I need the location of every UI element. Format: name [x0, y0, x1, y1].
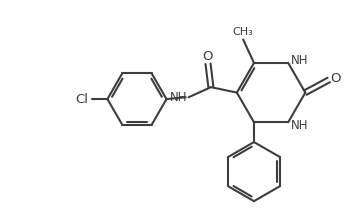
Text: O: O: [202, 50, 212, 63]
Text: NH: NH: [170, 92, 187, 104]
Text: NH: NH: [291, 119, 308, 132]
Text: NH: NH: [291, 54, 308, 67]
Text: CH₃: CH₃: [232, 27, 253, 37]
Text: Cl: Cl: [75, 93, 88, 106]
Text: O: O: [330, 72, 341, 85]
